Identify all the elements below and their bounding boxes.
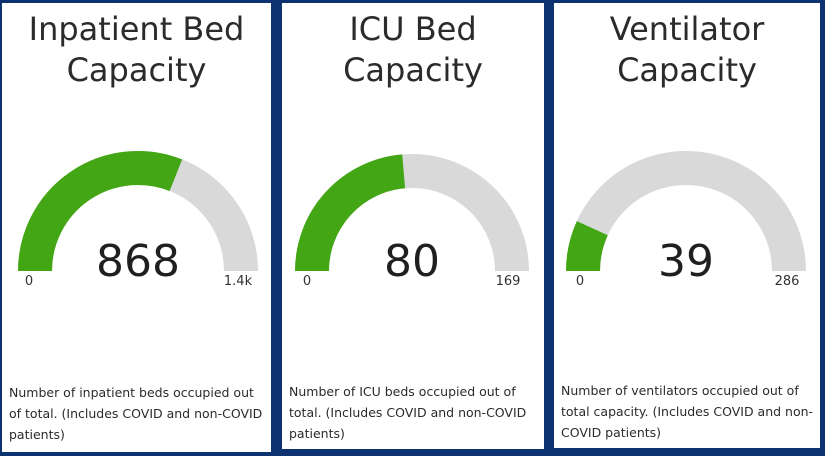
gauge-description: Number of inpatient beds occupied out of… <box>9 385 263 442</box>
gauge-description: Number of ventilators occupied out of to… <box>561 383 814 440</box>
gauge-track <box>566 151 806 272</box>
gauge-card-inpatient: Inpatient Bed Capacity 868 0 1.4k Number… <box>2 3 271 452</box>
gauge-value: 868 <box>96 236 180 287</box>
gauge-max-label: 169 <box>496 274 521 289</box>
gauge-fill <box>566 221 608 272</box>
gauge-min-label: 0 <box>303 274 311 289</box>
gauge-chart: 80 0 169 <box>295 154 529 289</box>
gauge-max-label: 1.4k <box>224 274 253 289</box>
gauge-chart: 868 0 1.4k <box>18 151 258 289</box>
gauge-min-label: 0 <box>576 274 584 289</box>
gauge-card-ventilator: Ventilator Capacity 39 0 286 Number of v… <box>554 3 820 448</box>
gauge-value: 80 <box>384 236 440 287</box>
gauge-title: ICU Bed Capacity <box>343 10 483 89</box>
gauge-max-label: 286 <box>775 274 800 289</box>
gauge-fill <box>18 151 183 272</box>
gauge-title: Ventilator Capacity <box>609 10 765 89</box>
gauge-description: Number of ICU beds occupied out of total… <box>289 384 527 441</box>
gauge-min-label: 0 <box>25 274 33 289</box>
gauge-fill <box>295 154 406 272</box>
gauge-value: 39 <box>658 236 714 287</box>
gauge-title: Inpatient Bed Capacity <box>28 10 245 89</box>
gauge-card-icu: ICU Bed Capacity 80 0 169 Number of ICU … <box>282 3 544 449</box>
gauge-chart: 39 0 286 <box>566 151 806 289</box>
